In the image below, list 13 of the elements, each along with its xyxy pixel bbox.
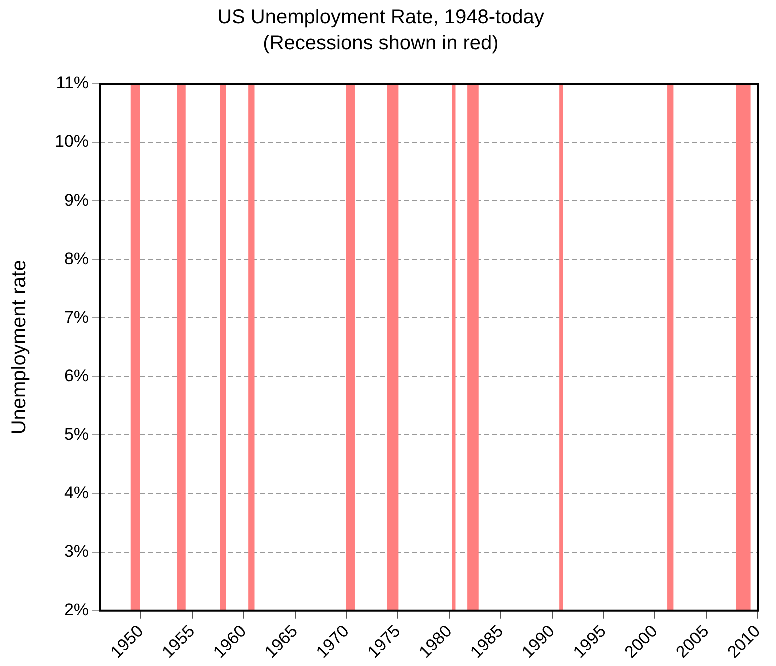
y-tick-label: 7%: [64, 308, 90, 327]
y-tick-label: 4%: [64, 483, 90, 502]
y-axis-title: Unemployment rate: [8, 260, 31, 435]
y-tick-label: 5%: [64, 424, 90, 444]
y-tick-label: 10%: [54, 132, 90, 152]
y-tick-label: 6%: [64, 366, 90, 386]
chart-subtitle: (Recessions shown in red): [263, 32, 499, 55]
y-tick-label: 9%: [64, 190, 90, 210]
chart-title: US Unemployment Rate, 1948-today: [218, 6, 544, 29]
y-tick-label: 11%: [56, 74, 90, 93]
y-tick-label: 2%: [64, 600, 90, 620]
y-tick-label: 3%: [64, 542, 90, 561]
y-tick-label: 8%: [64, 249, 90, 268]
